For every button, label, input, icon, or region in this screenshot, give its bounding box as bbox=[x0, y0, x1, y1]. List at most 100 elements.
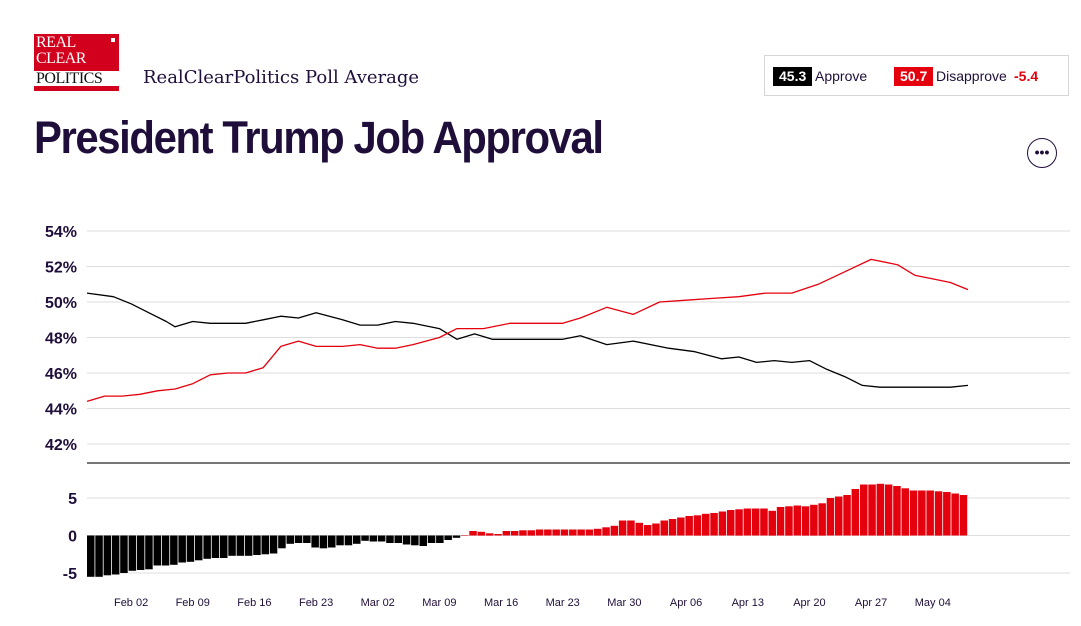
spread-y-tick-label: 5 bbox=[68, 491, 77, 508]
x-tick-label: Mar 30 bbox=[607, 597, 641, 609]
series-line-disapprove bbox=[86, 258, 969, 403]
spread-bar bbox=[918, 490, 926, 536]
spread-bar bbox=[120, 535, 128, 573]
spread-bar bbox=[502, 531, 511, 536]
page-subtitle: RealClearPolitics Poll Average bbox=[143, 67, 420, 88]
spread-bar bbox=[328, 535, 336, 548]
x-tick-label: Feb 23 bbox=[299, 597, 333, 609]
spread-bar bbox=[377, 535, 386, 542]
x-tick-label: Mar 23 bbox=[546, 597, 580, 609]
approve-label: Approve bbox=[815, 68, 868, 84]
spread-bar bbox=[544, 529, 552, 536]
spread-bar bbox=[594, 528, 602, 536]
spread-bar bbox=[111, 535, 120, 575]
spread-bar bbox=[743, 508, 752, 536]
spread-bar bbox=[826, 498, 835, 536]
spread-bar bbox=[336, 535, 344, 546]
spread-bar bbox=[278, 535, 286, 549]
x-tick-label: Apr 06 bbox=[670, 597, 702, 609]
spread-bar bbox=[170, 535, 178, 565]
spread-bar bbox=[303, 535, 311, 543]
spread-bar bbox=[552, 529, 560, 536]
spread-value: -5.4 bbox=[1014, 68, 1039, 84]
spread-bar bbox=[818, 503, 826, 536]
spread-bar bbox=[901, 488, 910, 536]
spread-bar bbox=[860, 484, 868, 536]
spread-bar bbox=[635, 522, 644, 536]
spread-bar bbox=[735, 509, 743, 536]
series-line-approve bbox=[86, 292, 969, 388]
more-options-button[interactable]: ••• bbox=[1027, 138, 1057, 168]
spread-bar bbox=[494, 534, 502, 536]
y-tick-label: 48% bbox=[45, 331, 77, 348]
x-tick-label: Feb 02 bbox=[114, 597, 148, 609]
y-tick-label: 44% bbox=[45, 402, 77, 419]
spread-bar bbox=[810, 504, 818, 536]
spread-bar bbox=[510, 531, 519, 536]
y-tick-label: 52% bbox=[45, 260, 77, 277]
spread-bar bbox=[668, 519, 677, 536]
x-tick-label: Feb 16 bbox=[237, 597, 271, 609]
spread-bar bbox=[893, 486, 901, 536]
x-tick-label: Apr 27 bbox=[855, 597, 887, 609]
spread-bar bbox=[652, 523, 660, 536]
spread-bar bbox=[319, 535, 328, 549]
x-tick-label: Feb 09 bbox=[176, 597, 210, 609]
disapprove-label: Disapprove bbox=[936, 68, 1007, 84]
spread-bar bbox=[627, 520, 635, 536]
disapprove-value-badge: 50.7 bbox=[894, 67, 934, 86]
spread-bar bbox=[203, 535, 211, 559]
spread-bar bbox=[136, 535, 145, 570]
spread-bar bbox=[610, 525, 619, 536]
spread-y-tick-label: -5 bbox=[63, 566, 77, 583]
spread-bar bbox=[353, 535, 361, 544]
spread-bar bbox=[469, 531, 477, 536]
spread-bar bbox=[386, 535, 394, 543]
spread-bar bbox=[436, 535, 444, 543]
spread-bar bbox=[461, 535, 469, 536]
spread-bar bbox=[269, 535, 278, 554]
spread-bar bbox=[835, 496, 843, 536]
spread-bar bbox=[693, 515, 702, 536]
spread-bar bbox=[253, 535, 261, 555]
spread-bar bbox=[452, 535, 461, 538]
logo-dot bbox=[111, 38, 115, 42]
spread-bar bbox=[294, 535, 303, 543]
spread-bar bbox=[427, 535, 436, 543]
spread-bar bbox=[643, 525, 652, 536]
poll-summary-box: 45.3 Approve 50.7 Disapprove -5.4 bbox=[764, 55, 1069, 96]
spread-bar bbox=[444, 535, 452, 540]
spread-bar bbox=[926, 490, 934, 536]
spread-bar bbox=[876, 483, 885, 536]
spread-bar bbox=[868, 484, 876, 536]
spread-bar bbox=[95, 535, 103, 577]
spread-bar bbox=[186, 535, 195, 562]
spread-bar bbox=[727, 510, 735, 536]
spread-bar bbox=[951, 493, 959, 536]
spread-bar bbox=[402, 535, 411, 545]
spread-bar bbox=[702, 513, 710, 536]
y-tick-label: 54% bbox=[45, 224, 77, 241]
spread-bar bbox=[411, 535, 419, 546]
spread-bar bbox=[244, 535, 253, 556]
x-tick-label: Mar 02 bbox=[361, 597, 395, 609]
spread-bar bbox=[361, 535, 369, 541]
spread-bar bbox=[943, 492, 951, 536]
spread-bar bbox=[519, 530, 527, 536]
logo-line-2: CLEAR bbox=[36, 50, 86, 67]
x-tick-label: Mar 16 bbox=[484, 597, 518, 609]
spread-bar bbox=[145, 535, 153, 570]
ellipsis-icon: ••• bbox=[1034, 144, 1050, 160]
spread-bar bbox=[220, 535, 228, 558]
spread-bar bbox=[527, 530, 536, 536]
spread-bar bbox=[153, 535, 162, 566]
y-tick-label: 50% bbox=[45, 295, 77, 312]
spread-bar bbox=[195, 535, 203, 561]
rcp-logo[interactable]: REAL CLEAR POLITICS bbox=[34, 34, 119, 91]
spread-bar bbox=[477, 531, 486, 536]
spread-bar bbox=[535, 529, 544, 536]
spread-bar bbox=[369, 535, 378, 542]
x-tick-label: Apr 13 bbox=[732, 597, 764, 609]
spread-bar bbox=[801, 506, 810, 536]
